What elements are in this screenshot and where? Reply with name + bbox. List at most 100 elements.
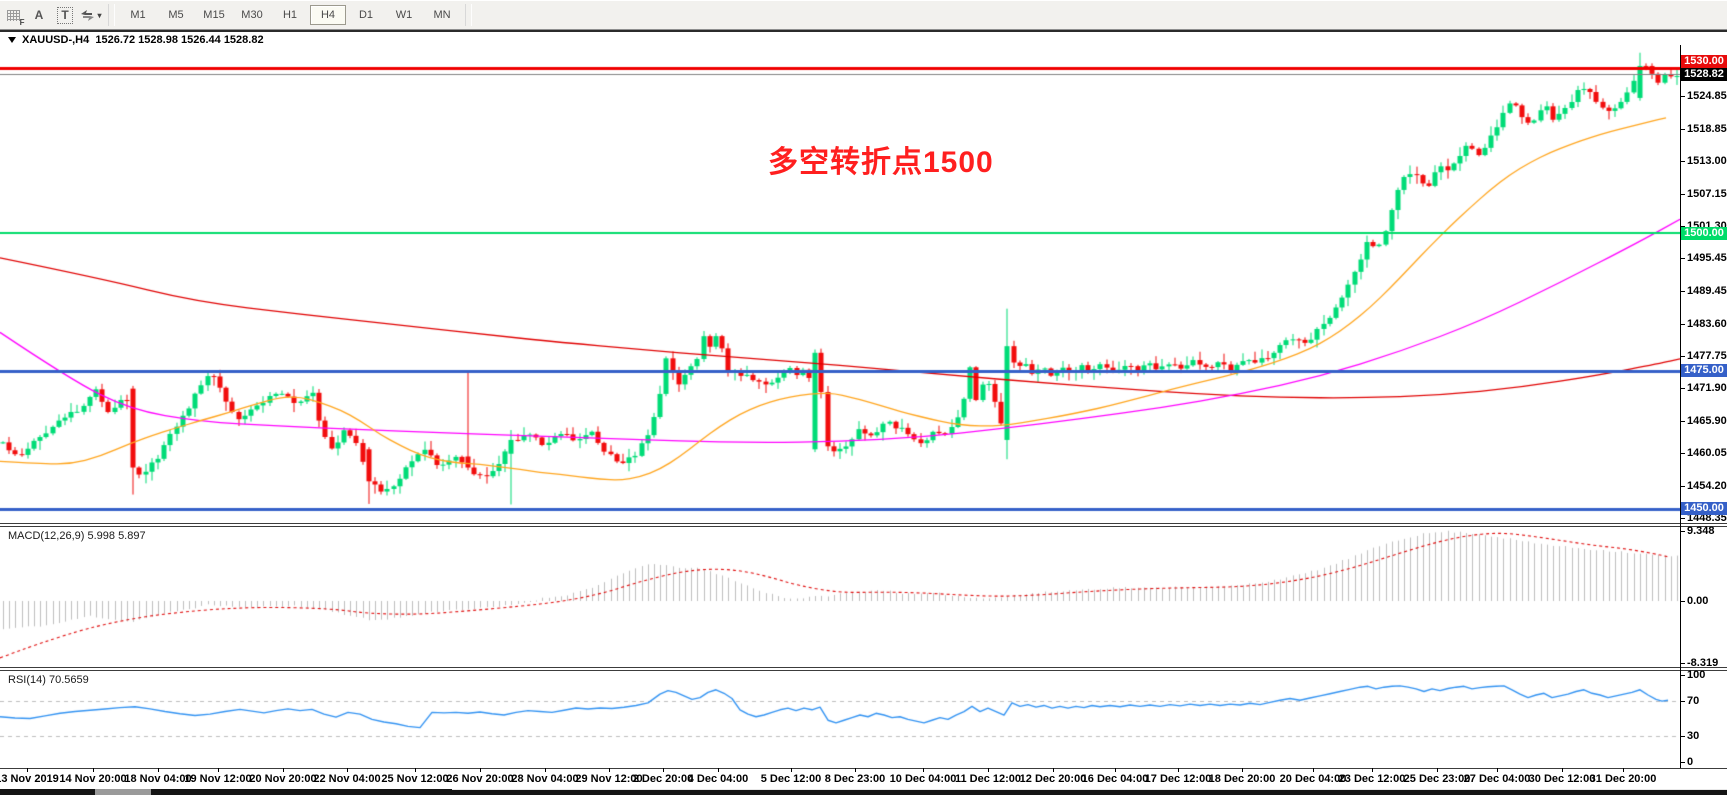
timeframe-button-m15[interactable]: M15 [203, 9, 225, 21]
price-axis-label: 1483.60 [1687, 317, 1727, 330]
time-axis-label: 14 Nov 20:00 [59, 773, 127, 785]
macd-axis-tick [1681, 663, 1685, 665]
time-axis-label: 27 Dec 04:00 [1463, 773, 1531, 785]
text-icon[interactable]: T [53, 4, 77, 26]
price-axis-label: 1454.20 [1687, 479, 1727, 492]
macd-axis-label: 9.348 [1687, 524, 1715, 537]
macd-axis-tick [1681, 530, 1685, 532]
time-axis-label: 12 Dec 20:00 [1019, 773, 1087, 785]
price-axis-tick [1681, 388, 1685, 390]
macd-indicator-chart[interactable] [0, 527, 1680, 667]
time-axis-tick [545, 768, 546, 772]
chart-title-row: XAUUSD-,H4 1526.72 1528.98 1526.44 1528.… [0, 34, 1727, 47]
timeframe-button-m30[interactable]: M30 [241, 9, 263, 21]
rsi-axis-tick [1681, 735, 1685, 737]
time-axis-tick [1562, 768, 1563, 772]
time-axis-label: 2 Dec 20:00 [632, 773, 694, 785]
timeframe-button-m1[interactable]: M1 [130, 9, 146, 21]
rsi-indicator-chart[interactable] [0, 671, 1680, 768]
time-axis-label: 29 Nov 12:00 [575, 773, 643, 785]
time-axis-label: 30 Dec 12:00 [1528, 773, 1596, 785]
chart-dropdown-icon[interactable] [8, 37, 16, 43]
price-axis-tick [1681, 421, 1685, 423]
toolbar-separator [108, 4, 115, 26]
time-axis-tick [93, 768, 94, 772]
timeframe-button-m5[interactable]: M5 [168, 9, 184, 21]
time-axis-label: 19 Nov 12:00 [184, 773, 252, 785]
time-axis-tick [988, 768, 989, 772]
time-axis-tick [218, 768, 219, 772]
timeframe-button-w1[interactable]: W1 [395, 9, 413, 21]
panel-separator[interactable] [0, 526, 1727, 527]
timeframe-button-mn[interactable]: MN [433, 9, 451, 21]
price-axis-tick [1681, 291, 1685, 293]
panel-separator[interactable] [0, 670, 1727, 671]
rsi-label: RSI(14) 70.5659 [8, 674, 89, 686]
time-axis-label: 28 Nov 04:00 [511, 773, 579, 785]
rsi-axis-label: 100 [1687, 669, 1706, 681]
price-axis-label: 1465.90 [1687, 415, 1727, 428]
dropdown-caret-icon[interactable]: ▾ [97, 10, 102, 20]
rsi-axis-label: 70 [1687, 695, 1700, 708]
price-axis-tick [1681, 96, 1685, 97]
price-axis-tick [1681, 453, 1685, 455]
time-axis-tick [1178, 768, 1179, 772]
rsi-axis-label: 30 [1687, 729, 1700, 742]
price-axis-label: 1495.45 [1687, 252, 1727, 265]
taskbar-hairline [452, 789, 1727, 790]
time-axis-line [0, 768, 1727, 769]
time-axis-tick [855, 768, 856, 772]
price-axis-label: 1477.75 [1687, 349, 1727, 362]
taskbar-strip [0, 789, 1727, 795]
timeframe-bar: M1 M5 M15 M30 H1 H4 D1 W1 MN [119, 5, 461, 25]
price-axis-tick [1681, 258, 1685, 260]
main-price-chart[interactable] [0, 45, 1680, 523]
price-axis-label: 1507.15 [1687, 187, 1727, 200]
time-axis-label: 25 Dec 23:00 [1403, 773, 1471, 785]
time-axis-tick [791, 768, 792, 772]
text-label-icon[interactable]: A [34, 8, 44, 22]
price-axis-label: 1460.05 [1687, 447, 1727, 460]
arrow-tools-icon[interactable]: ▾ [79, 4, 103, 26]
macd-axis-label: 0.00 [1687, 595, 1709, 607]
price-line-label: 1528.82 [1681, 68, 1727, 81]
price-line-label: 1475.00 [1681, 364, 1727, 378]
time-axis-tick [663, 768, 664, 772]
timeframe-button-d1[interactable]: D1 [358, 9, 374, 21]
panel-separator[interactable] [0, 523, 1727, 524]
time-axis-label: 8 Dec 23:00 [824, 773, 886, 785]
price-line-label: 1500.00 [1681, 226, 1727, 240]
panel-separator[interactable] [0, 667, 1727, 668]
rsi-axis-label: 0 [1687, 756, 1694, 768]
price-axis-line [1680, 45, 1681, 768]
time-axis-label: 17 Dec 12:00 [1144, 773, 1212, 785]
time-axis-tick [1497, 768, 1498, 772]
rsi-axis-tick [1681, 675, 1685, 676]
time-axis-tick [158, 768, 159, 772]
timeframe-button-h4[interactable]: H4 [310, 5, 346, 25]
rsi-axis-tick [1681, 701, 1685, 703]
price-axis-tick [1681, 518, 1685, 519]
fibonacci-grid-icon[interactable]: F [1, 4, 25, 27]
time-axis-tick [1053, 768, 1054, 772]
toolbar: F A T ▾ M1 M5 M15 M30 H1 H4 D1 W1 MN [0, 0, 1727, 30]
price-axis-tick [1681, 129, 1685, 131]
time-axis-tick [1242, 768, 1243, 772]
price-line-label: 1450.00 [1681, 502, 1727, 516]
chart-title: XAUUSD-,H4 1526.72 1528.98 1526.44 1528.… [22, 34, 264, 46]
arrow-tools-glyph [81, 9, 95, 21]
time-axis-label: 16 Dec 04:00 [1081, 773, 1149, 785]
taskbar-segment [95, 789, 151, 795]
timeframe-button-h1[interactable]: H1 [282, 9, 298, 21]
time-axis-label: 18 Dec 20:00 [1208, 773, 1276, 785]
macd-axis-label: -8.319 [1687, 657, 1719, 670]
time-axis-tick [1372, 768, 1373, 772]
price-axis-label: 1524.85 [1687, 90, 1727, 102]
chart-text-annotation: 多空转折点1500 [768, 146, 994, 179]
price-axis-tick [1681, 225, 1685, 227]
time-axis-label: 5 Dec 12:00 [760, 773, 822, 785]
time-axis-label: 10 Dec 04:00 [889, 773, 957, 785]
time-axis-label: 26 Nov 20:00 [446, 773, 514, 785]
time-axis-label: 22 Nov 04:00 [313, 773, 381, 785]
